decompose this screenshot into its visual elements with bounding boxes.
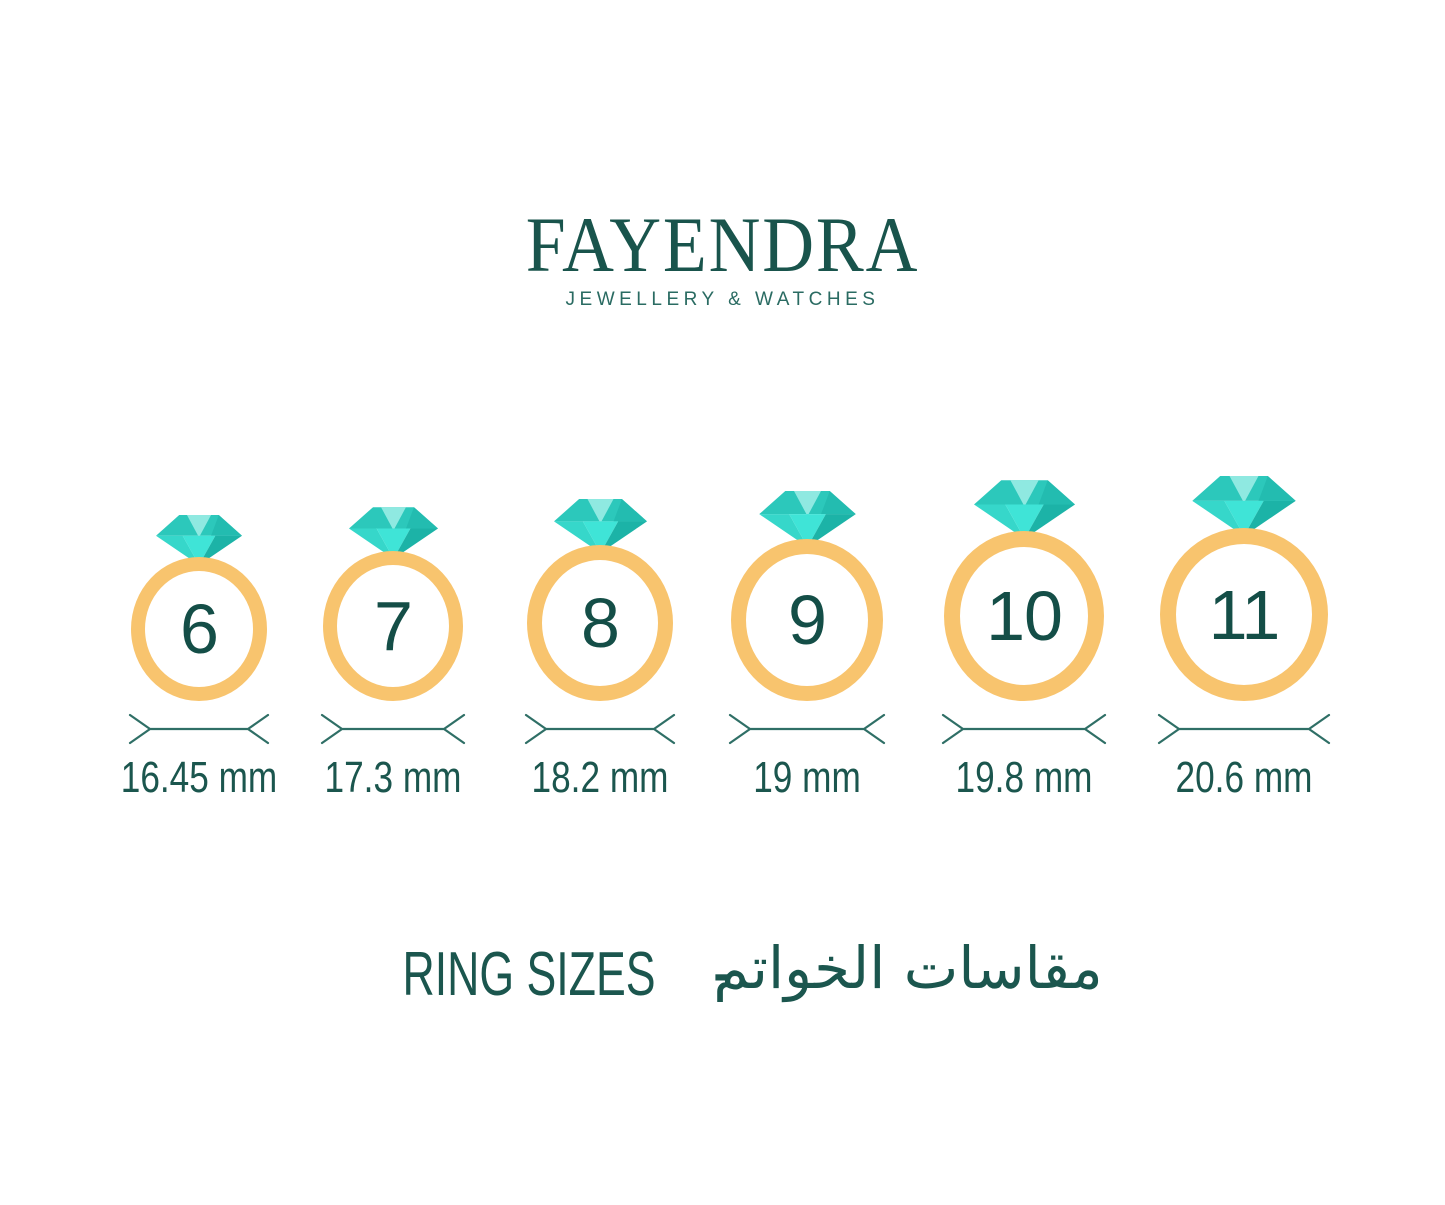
diameter-dimension-line [728, 713, 886, 745]
diameter-label: 16.45 mm [120, 753, 278, 802]
diameter-label: 20.6 mm [1175, 753, 1313, 802]
rings-row: 6 16.45 mm 7 17.3 mm 8 18.2 mm 9 19 mm 10 19.8 mm… [89, 450, 1354, 870]
brand-tagline: JEWELLERY & WATCHES [565, 289, 880, 310]
ring-size-number: 10 [986, 577, 1063, 655]
ring-size-item: 11 20.6 mm [1134, 450, 1354, 870]
diameter-label: 19.8 mm [955, 753, 1093, 802]
diameter-label: 17.3 mm [324, 753, 462, 802]
ring-size-number: 6 [180, 590, 219, 668]
diameter-dimension-line [320, 713, 466, 745]
ring-size-number: 9 [788, 581, 827, 659]
ring-size-item: 6 16.45 mm [89, 450, 309, 870]
diameter-dimension-line [128, 713, 270, 745]
diameter-label: 19 mm [753, 753, 861, 802]
ring-size-number: 7 [374, 587, 413, 665]
ring-size-item: 10 19.8 mm [914, 450, 1134, 870]
page-title-en: RING SIZES [402, 940, 656, 1009]
diamond-icon [1192, 476, 1296, 536]
ring-size-item: 9 19 mm [697, 450, 917, 870]
diameter-dimension-line [941, 713, 1107, 745]
diamond-icon [758, 491, 856, 547]
diamond-icon [156, 515, 242, 565]
ring-size-number: 8 [581, 584, 620, 662]
ring-size-number: 11 [1208, 575, 1281, 654]
diameter-dimension-line [1157, 713, 1331, 745]
diameter-dimension-line [524, 713, 676, 745]
ring-size-item: 8 18.2 mm [490, 450, 710, 870]
page-title-ar: مقاسات الخواتم [713, 934, 1103, 1002]
diameter-label: 18.2 mm [531, 753, 669, 802]
page-title-separator: - [713, 945, 731, 1003]
ring-size-item: 7 17.3 mm [283, 450, 503, 870]
diamond-icon [973, 480, 1075, 539]
brand-name: FAYENDRA [525, 201, 920, 288]
